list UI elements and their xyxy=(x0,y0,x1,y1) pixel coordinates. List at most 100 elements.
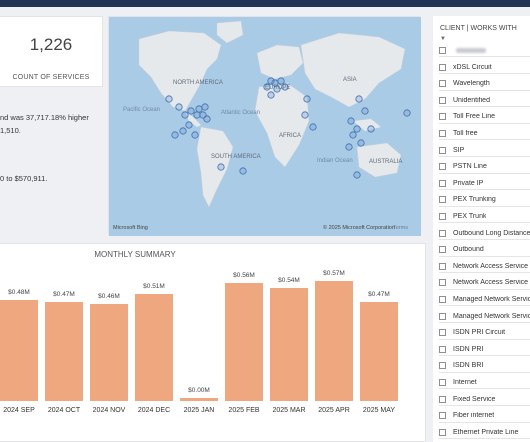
checkbox-icon[interactable] xyxy=(439,80,446,88)
checkbox-icon[interactable] xyxy=(439,345,446,353)
checkbox-icon[interactable] xyxy=(439,46,446,54)
chart-bar[interactable] xyxy=(225,283,263,401)
map-location-point[interactable] xyxy=(361,107,369,115)
checkbox-icon[interactable] xyxy=(439,229,446,237)
slicer-item[interactable]: Managed Network Service xyxy=(439,293,530,307)
map-location-point[interactable] xyxy=(165,95,173,103)
checkbox-icon[interactable] xyxy=(439,412,446,420)
slicer-item[interactable]: Private IP xyxy=(439,177,530,191)
map-terms-link[interactable]: Terms xyxy=(393,225,408,231)
checkbox-icon[interactable] xyxy=(439,329,446,337)
slicer-item[interactable]: Fixed Service xyxy=(439,393,530,406)
checkbox-icon[interactable] xyxy=(439,312,446,320)
map-location-point[interactable] xyxy=(203,115,211,123)
slicer-item[interactable]: ISDN PRI Circuit xyxy=(439,327,530,340)
map-location-point[interactable] xyxy=(345,143,353,151)
map-location-point[interactable] xyxy=(301,111,309,119)
map-points[interactable] xyxy=(165,77,411,179)
slicer-item[interactable]: Unidentified xyxy=(439,94,530,108)
checkbox-icon[interactable] xyxy=(439,113,446,121)
slicer-item[interactable]: ISDN PRI xyxy=(439,343,530,357)
map-location-point[interactable] xyxy=(185,121,193,129)
map-location-point[interactable] xyxy=(267,91,275,99)
map-location-point[interactable] xyxy=(403,109,411,117)
map-location-point[interactable] xyxy=(357,139,365,147)
slicer-item[interactable]: PSTN Line xyxy=(439,161,530,174)
checkbox-icon[interactable] xyxy=(439,246,446,254)
checkbox-icon[interactable] xyxy=(439,96,446,104)
map-location-point[interactable] xyxy=(277,77,285,85)
checkbox-icon[interactable] xyxy=(439,196,446,204)
checkbox-icon[interactable] xyxy=(439,295,446,303)
slicer-item-select-all[interactable] xyxy=(439,44,530,57)
world-map[interactable]: NORTH AMERICA EUROPE ASIA AFRICA SOUTH A… xyxy=(109,17,421,236)
checkbox-icon[interactable] xyxy=(439,428,446,436)
map-location-point[interactable] xyxy=(353,125,361,133)
map-location-point[interactable] xyxy=(347,117,355,125)
chevron-down-icon[interactable]: ▼ xyxy=(440,36,446,42)
slicer-item[interactable]: Wavelength xyxy=(439,78,530,91)
chart-bar[interactable] xyxy=(90,304,128,401)
slicer-item[interactable]: Outbound xyxy=(439,244,530,257)
chart-bar[interactable] xyxy=(270,287,308,401)
map-location-point[interactable] xyxy=(349,131,357,139)
slicer-item[interactable]: Outbound Long Distance xyxy=(439,227,530,240)
map-location-point[interactable] xyxy=(353,171,361,179)
slicer-item[interactable]: Toll free xyxy=(439,127,530,141)
map-visual[interactable]: NORTH AMERICA EUROPE ASIA AFRICA SOUTH A… xyxy=(108,16,421,236)
map-location-point[interactable] xyxy=(367,125,375,133)
slicer-item[interactable]: Network Access Service xyxy=(439,277,530,290)
map-location-point[interactable] xyxy=(309,123,317,131)
map-location-point[interactable] xyxy=(303,95,311,103)
checkbox-icon[interactable] xyxy=(439,163,446,171)
map-location-point[interactable] xyxy=(271,79,279,87)
checkbox-icon[interactable] xyxy=(439,63,446,71)
checkbox-icon[interactable] xyxy=(439,378,446,386)
checkbox-icon[interactable] xyxy=(439,212,446,220)
chart-bar[interactable] xyxy=(135,293,173,401)
map-location-point[interactable] xyxy=(187,107,195,115)
checkbox-icon[interactable] xyxy=(439,146,446,154)
checkbox-icon[interactable] xyxy=(439,395,446,403)
slicer-item[interactable]: Toll Free Line xyxy=(439,111,530,124)
slicer-item[interactable]: Ethernet Private Line xyxy=(439,426,530,440)
map-location-point[interactable] xyxy=(201,103,209,111)
slicer-item[interactable]: PEX Trunking xyxy=(439,194,530,207)
map-location-point[interactable] xyxy=(263,83,271,91)
checkbox-icon[interactable] xyxy=(439,129,446,137)
slicer-item[interactable]: Internet xyxy=(439,376,530,390)
map-location-point[interactable] xyxy=(181,111,189,119)
slicer-item[interactable]: PEX Trunk xyxy=(439,210,530,224)
checkbox-icon[interactable] xyxy=(439,179,446,187)
map-location-point[interactable] xyxy=(195,105,203,113)
chart-bar[interactable] xyxy=(315,281,353,401)
chart-bar[interactable] xyxy=(360,302,398,401)
map-location-point[interactable] xyxy=(171,131,179,139)
slicer-item[interactable]: xDSL Circuit xyxy=(439,61,530,74)
checkbox-icon[interactable] xyxy=(439,279,446,287)
map-location-point[interactable] xyxy=(273,85,281,93)
x-axis-label: 2024 OCT xyxy=(47,407,81,414)
slicer-item-label: Fixed Service xyxy=(453,395,496,403)
slicer-item[interactable]: Managed Network Service xyxy=(439,310,530,323)
map-location-point[interactable] xyxy=(191,131,199,139)
slicer-item-label: SIP xyxy=(453,146,465,154)
slicer-item[interactable]: Network Access Service xyxy=(439,260,530,274)
map-location-point[interactable] xyxy=(175,103,183,111)
chart-bar[interactable] xyxy=(0,300,38,401)
chart-bar[interactable] xyxy=(45,302,83,401)
slicer-item[interactable]: Fiber internet xyxy=(439,410,530,423)
map-location-point[interactable] xyxy=(217,163,225,171)
map-location-point[interactable] xyxy=(355,95,363,103)
slicer-item[interactable]: ISDN BRI xyxy=(439,360,530,373)
slicer-item-label: Fiber internet xyxy=(453,412,495,420)
map-location-point[interactable] xyxy=(239,167,247,175)
checkbox-icon[interactable] xyxy=(439,362,446,370)
map-location-point[interactable] xyxy=(193,111,201,119)
map-location-point[interactable] xyxy=(281,83,289,91)
slicer-item[interactable]: SIP xyxy=(439,144,530,157)
checkbox-icon[interactable] xyxy=(439,262,446,270)
map-location-point[interactable] xyxy=(267,77,275,85)
chart-bar[interactable] xyxy=(180,398,218,401)
map-location-point[interactable] xyxy=(179,127,187,135)
